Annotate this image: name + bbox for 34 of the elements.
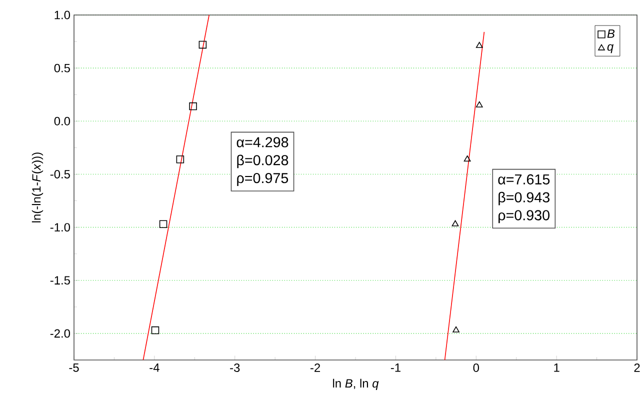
point [159, 220, 168, 228]
y-tick-label: -1.0 [50, 223, 70, 232]
legend-label: q [607, 44, 614, 54]
y-tick-label: 1.0 [54, 10, 70, 20]
annotation: α=4.298 [236, 137, 288, 148]
x-tick-label: -4 [150, 364, 160, 372]
point [151, 326, 160, 334]
x-tick-label: 1 [554, 364, 560, 372]
legend-label: B [607, 30, 615, 38]
point [176, 155, 184, 164]
point [198, 40, 207, 49]
point [452, 220, 459, 226]
x-tick-label: 2 [634, 364, 640, 372]
annotation: ρ=0.975 [237, 173, 288, 186]
y-tick-label: -0.5 [50, 170, 70, 178]
x-tick-label: -3 [230, 364, 240, 372]
annotation: β=0.943 [498, 192, 550, 206]
y-tick-label: 0.0 [54, 116, 70, 126]
point [189, 102, 197, 110]
y-tick-label: -1.5 [50, 276, 70, 285]
x-tick-label: -1 [390, 364, 400, 372]
x-tick-label: 0 [473, 364, 480, 372]
annotation: α=7.615 [498, 174, 550, 184]
point [476, 101, 483, 108]
annotation: ρ=0.930 [498, 210, 550, 224]
point [464, 155, 471, 162]
x-tick-label: -2 [310, 364, 320, 372]
y-tick-label: -2.0 [50, 329, 70, 338]
x-axis-title: ln B, ln q [333, 378, 379, 390]
y-tick-label: 0.5 [54, 64, 70, 72]
annotation: β=0.028 [237, 154, 288, 168]
point [476, 42, 483, 48]
x-tick-label: -5 [69, 364, 79, 372]
point [452, 326, 460, 332]
